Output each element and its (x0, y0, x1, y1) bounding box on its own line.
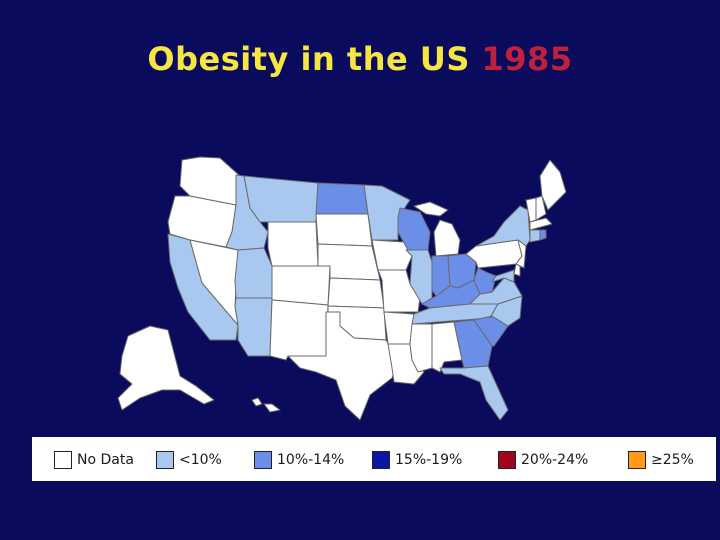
legend-item-15-19: 15%-19% (372, 450, 462, 470)
state-mo (377, 269, 421, 313)
legend-label-20-24: 20%-24% (521, 452, 589, 468)
state-ri (539, 229, 547, 241)
legend-swatch-ge25 (628, 451, 646, 469)
state-md (491, 269, 515, 283)
state-mi (433, 219, 461, 257)
legend-swatch-10-14 (254, 451, 272, 469)
legend-item-ge25: ≥25% (628, 450, 694, 470)
legend-label-ge25: ≥25% (651, 452, 694, 468)
state-ia (371, 239, 413, 271)
state-ks (327, 277, 385, 309)
legend-label-lt10: <10% (179, 452, 222, 468)
legend-item-20-24: 20%-24% (498, 450, 588, 470)
state-sc (473, 315, 509, 347)
legend-item-no-data: No Data (54, 450, 134, 470)
state-az (234, 297, 273, 357)
state-tx (287, 311, 399, 421)
state-ny (475, 205, 531, 247)
state-fl (439, 365, 509, 421)
legend-swatch-20-24 (498, 451, 516, 469)
state-ma (529, 217, 553, 231)
state-nh (535, 195, 547, 221)
state-co (271, 265, 331, 306)
legend-label-15-19: 15%-19% (395, 452, 463, 468)
state-hi (251, 397, 263, 407)
map-legend: No Data <10% 10%-14% 15%-19% 20%-24% ≥25… (32, 437, 716, 481)
state-ar (383, 311, 415, 345)
state-mi-upper (413, 201, 449, 217)
state-sd (315, 213, 373, 247)
map-title: Obesity in the US 1985 (0, 40, 720, 78)
state-me (539, 159, 567, 211)
state-mt (243, 175, 319, 223)
state-ak (117, 325, 215, 411)
legend-label-10-14: 10%-14% (277, 452, 345, 468)
legend-item-lt10: <10% (156, 450, 222, 470)
title-main: Obesity in the US (147, 40, 470, 78)
state-nm (269, 299, 329, 361)
state-ct (529, 229, 541, 243)
legend-swatch-no-data (54, 451, 72, 469)
state-wy (267, 221, 319, 267)
title-year: 1985 (481, 40, 573, 78)
legend-swatch-15-19 (372, 451, 390, 469)
legend-item-10-14: 10%-14% (254, 450, 344, 470)
state-de (513, 263, 521, 277)
state-nd (315, 182, 369, 215)
legend-swatch-lt10 (156, 451, 174, 469)
legend-label-no-data: No Data (77, 452, 134, 468)
state-hi-islands (263, 403, 281, 413)
